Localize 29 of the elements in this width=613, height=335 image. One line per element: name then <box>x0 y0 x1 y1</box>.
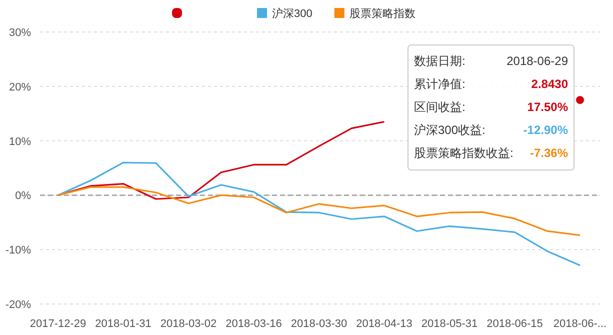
annotation: 数据日期: <box>414 54 466 68</box>
x-tick-label: 2018-03-16 <box>226 318 282 330</box>
annotation: -7.36% <box>530 146 568 160</box>
annotation: -12.90% <box>523 123 568 137</box>
y-tick-label: -10% <box>5 244 32 257</box>
annotation: 股票策略指数收益: <box>414 146 514 160</box>
x-tick-label: 2017-12-29 <box>30 318 86 330</box>
x-tick-label: 2018-03-30 <box>290 318 348 330</box>
x-tick-label: 2018-06-... <box>553 318 607 330</box>
y-tick-label: 30% <box>8 27 32 39</box>
annotation: 2.8430 <box>531 77 568 91</box>
y-tick-label: 0% <box>15 190 32 202</box>
x-tick-label: 2018-04-13 <box>356 318 412 330</box>
annotation: 2018-06-29 <box>506 54 568 68</box>
x-tick-label: 2018-01-31 <box>95 318 152 330</box>
x-tick-label: 2018-05-31 <box>421 318 478 330</box>
annotation: 17.50% <box>527 100 568 114</box>
y-tick-label: 20% <box>8 81 32 94</box>
annotation: 沪深300收益: <box>414 123 486 137</box>
annotation: 累计净值: <box>414 77 466 91</box>
line-series <box>57 162 581 266</box>
y-tick-label: 10% <box>8 136 32 148</box>
line-series <box>57 186 581 236</box>
legend-label: 股票策略指数 <box>349 8 416 20</box>
y-tick-label: -20% <box>5 299 32 311</box>
x-tick-label: 2018-06-15 <box>486 318 543 330</box>
legend-label: 沪深300 <box>272 7 312 20</box>
x-tick-label: 2018-03-02 <box>160 318 217 330</box>
annotation: 区间收益: <box>414 100 466 114</box>
